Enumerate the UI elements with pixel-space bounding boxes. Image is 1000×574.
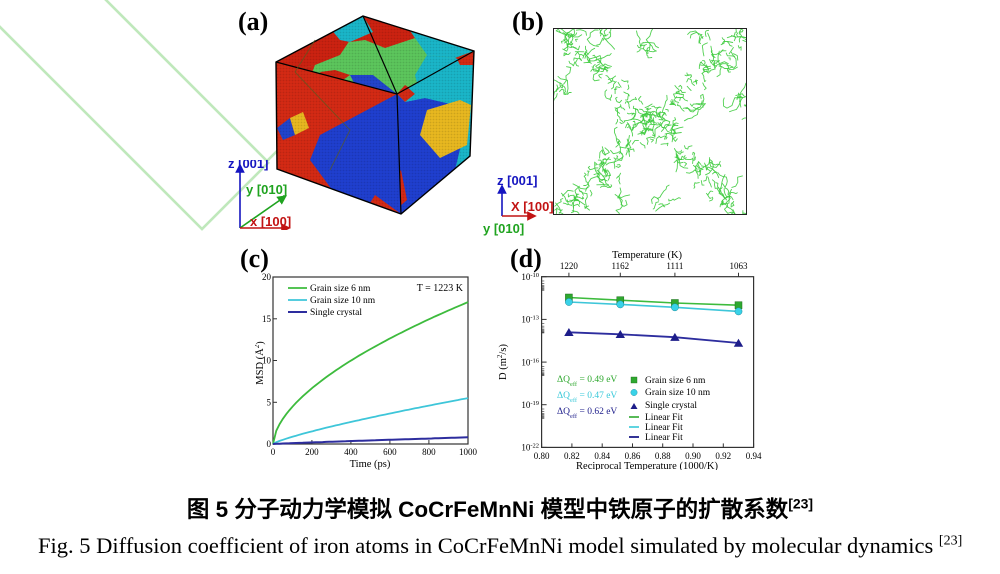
svg-text:1162: 1162: [611, 261, 629, 271]
svg-text:0.88: 0.88: [655, 451, 671, 461]
svg-text:1111: 1111: [666, 261, 683, 271]
svg-text:D (m2/s): D (m2/s): [496, 344, 509, 380]
svg-text:1220: 1220: [560, 261, 579, 271]
svg-text:5: 5: [267, 397, 272, 407]
svg-text:Grain size 6 nm: Grain size 6 nm: [310, 284, 371, 294]
svg-text:0.84: 0.84: [594, 451, 610, 461]
svg-text:1000: 1000: [459, 447, 478, 457]
svg-text:Grain size 10 nm: Grain size 10 nm: [310, 296, 376, 306]
svg-text:z [001]: z [001]: [497, 173, 537, 188]
svg-text:ΔQeff = 0.62 eV: ΔQeff = 0.62 eV: [557, 407, 617, 420]
svg-text:10-10: 10-10: [521, 272, 539, 283]
svg-text:800: 800: [422, 447, 436, 457]
svg-text:0: 0: [271, 447, 276, 457]
svg-text:x [100]: x [100]: [250, 214, 291, 229]
svg-text:200: 200: [305, 447, 319, 457]
svg-text:Single crystal: Single crystal: [310, 308, 362, 318]
svg-text:Temperature (K): Temperature (K): [612, 250, 683, 261]
svg-text:10-13: 10-13: [521, 314, 539, 325]
svg-text:10-19: 10-19: [521, 400, 539, 411]
svg-text:Grain size 10 nm: Grain size 10 nm: [645, 388, 711, 398]
svg-text:0.94: 0.94: [746, 451, 762, 461]
svg-text:z [001]: z [001]: [228, 160, 268, 171]
svg-text:ΔQeff = 0.49 eV: ΔQeff = 0.49 eV: [557, 375, 617, 388]
svg-text:0.92: 0.92: [715, 451, 731, 461]
svg-text:MSD (Å2): MSD (Å2): [255, 341, 266, 385]
svg-text:15: 15: [262, 314, 272, 324]
svg-text:Linear Fit: Linear Fit: [645, 423, 683, 433]
svg-text:10-16: 10-16: [521, 357, 539, 368]
svg-text:0.86: 0.86: [625, 451, 641, 461]
svg-text:0.90: 0.90: [685, 451, 701, 461]
svg-text:600: 600: [383, 447, 397, 457]
svg-text:Time (ps): Time (ps): [350, 459, 391, 470]
svg-text:20: 20: [262, 272, 272, 282]
svg-text:1063: 1063: [730, 261, 749, 271]
svg-text:X [100]: X [100]: [511, 199, 554, 214]
svg-text:0.82: 0.82: [564, 451, 580, 461]
svg-text:Reciprocal Temperature (1000/K: Reciprocal Temperature (1000/K): [576, 461, 718, 470]
svg-text:0.80: 0.80: [534, 451, 550, 461]
svg-text:Single crystal: Single crystal: [645, 401, 697, 411]
svg-text:y [010]: y [010]: [483, 221, 524, 236]
svg-text:400: 400: [344, 447, 358, 457]
svg-text:Linear Fit: Linear Fit: [645, 433, 683, 443]
svg-text:Linear Fit: Linear Fit: [645, 413, 683, 423]
svg-text:y [010]: y [010]: [246, 182, 287, 197]
svg-text:T = 1223 K: T = 1223 K: [417, 283, 464, 294]
svg-text:Grain size 6 nm: Grain size 6 nm: [645, 376, 706, 386]
svg-text:ΔQeff = 0.47 eV: ΔQeff = 0.47 eV: [557, 391, 617, 404]
